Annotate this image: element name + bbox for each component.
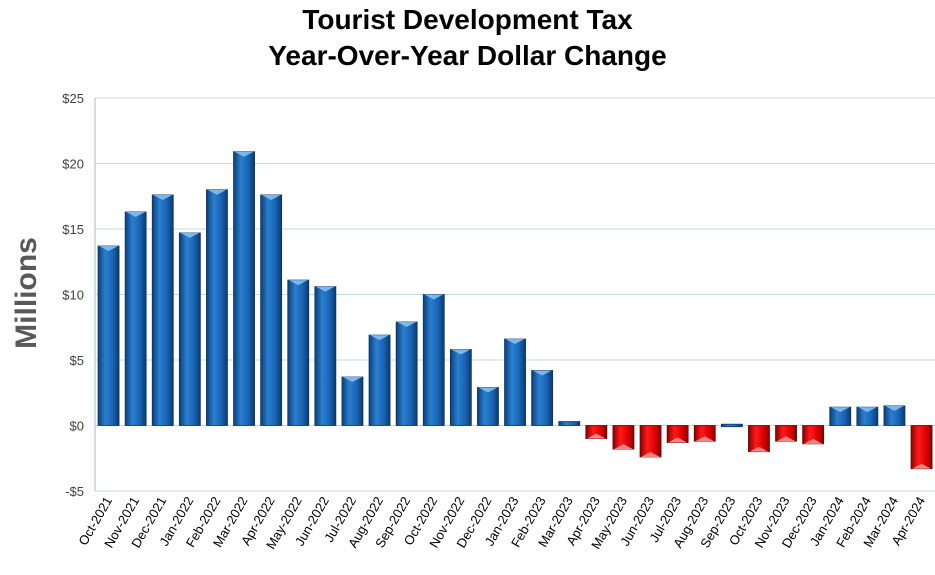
bar-oct-2023 xyxy=(748,425,770,453)
bar-oct-2021 xyxy=(97,245,120,426)
bar-rect xyxy=(151,194,174,426)
bar-aug-2023 xyxy=(693,425,716,442)
chart-title: Tourist Development Tax Year-Over-Year D… xyxy=(0,2,935,74)
bar-may-2022 xyxy=(287,279,310,426)
bar-cap xyxy=(830,407,850,413)
bar-cap xyxy=(478,387,498,393)
bar-feb-2023 xyxy=(531,370,554,426)
bar-rect xyxy=(124,211,147,426)
y-tick-label: $20 xyxy=(62,157,84,172)
bar-jun-2023 xyxy=(639,425,662,458)
bar-cap xyxy=(180,232,200,238)
bar-jul-2023 xyxy=(666,425,689,443)
bar-cap xyxy=(884,405,904,411)
bar-rect xyxy=(178,232,201,426)
bar-cap xyxy=(776,436,796,442)
bar-jan-2023 xyxy=(504,338,526,426)
y-tick-label: $0 xyxy=(70,419,84,434)
bar-cap xyxy=(424,294,444,300)
bar-cap xyxy=(613,444,633,450)
y-axis-label: Millions xyxy=(10,237,43,349)
bar-cap xyxy=(288,280,308,286)
y-tick-labels: $25 $20 $15 $10 $5 $0 -$5 xyxy=(62,91,84,499)
bars-layer xyxy=(97,151,933,470)
bar-rect xyxy=(504,338,526,426)
bar-cap xyxy=(857,407,877,413)
bar-cap xyxy=(668,437,688,443)
bar-cap xyxy=(397,322,417,328)
bar-sep-2022 xyxy=(395,321,418,426)
bar-mar-2023 xyxy=(558,421,581,426)
bar-cap xyxy=(695,436,715,442)
bar-cap xyxy=(342,377,362,383)
bar-rect xyxy=(341,376,364,426)
bar-cap xyxy=(505,339,525,345)
bar-mar-2024 xyxy=(883,405,906,426)
bar-feb-2022 xyxy=(206,189,228,426)
bar-cap xyxy=(153,194,173,200)
bar-nov-2021 xyxy=(124,211,147,426)
bar-nov-2023 xyxy=(775,425,797,442)
y-tick-label: $10 xyxy=(62,288,84,303)
bar-cap xyxy=(99,246,119,252)
chart-title-line-1: Tourist Development Tax xyxy=(302,4,633,35)
bar-rect xyxy=(97,245,120,426)
bar-rect xyxy=(558,421,581,426)
bar-rect xyxy=(422,294,445,426)
bar-mar-2022 xyxy=(233,151,255,426)
bar-jul-2022 xyxy=(341,376,364,426)
bar-cap xyxy=(586,433,606,439)
x-tick-labels: Oct-2021Nov-2021Dec-2021Jan-2022Feb-2022… xyxy=(75,494,928,552)
bar-cap xyxy=(370,335,390,341)
bar-rect xyxy=(449,349,472,426)
bar-rect xyxy=(477,387,499,426)
bar-rect xyxy=(233,151,255,426)
bar-oct-2022 xyxy=(422,294,445,426)
bar-cap xyxy=(234,151,254,157)
bar-jan-2022 xyxy=(178,232,201,426)
bar-jan-2024 xyxy=(829,406,852,426)
bar-cap xyxy=(315,286,335,292)
y-tick-label: $25 xyxy=(62,91,84,106)
bar-rect xyxy=(206,189,228,426)
bar-aug-2022 xyxy=(368,334,391,426)
bar-cap xyxy=(532,370,552,376)
bar-may-2023 xyxy=(612,425,635,450)
y-tick-label: $5 xyxy=(70,353,84,368)
bar-dec-2022 xyxy=(477,387,499,426)
bar-jun-2022 xyxy=(314,286,337,426)
chart-title-line-2: Year-Over-Year Dollar Change xyxy=(268,40,667,71)
bar-nov-2022 xyxy=(449,349,472,426)
bar-rect xyxy=(287,279,310,426)
bar-cap xyxy=(451,349,471,355)
bar-cap xyxy=(641,451,661,457)
bar-rect xyxy=(531,370,554,426)
bar-rect xyxy=(720,423,743,428)
bar-rect xyxy=(910,425,933,470)
bar-feb-2024 xyxy=(856,406,879,426)
bar-cap xyxy=(749,446,769,452)
bar-rect xyxy=(368,334,391,426)
bar-sep-2023 xyxy=(720,423,743,428)
bar-apr-2024 xyxy=(910,425,933,470)
bar-cap xyxy=(261,194,281,200)
bar-apr-2022 xyxy=(260,194,283,426)
bar-rect xyxy=(314,286,337,426)
bar-cap xyxy=(912,463,932,469)
bar-rect xyxy=(395,321,418,426)
bar-cap xyxy=(207,189,227,195)
bar-cap xyxy=(803,438,823,444)
bar-rect xyxy=(260,194,283,426)
bar-dec-2023 xyxy=(802,425,825,445)
y-tick-label: -$5 xyxy=(65,484,84,499)
y-tick-label: $15 xyxy=(62,222,84,237)
bar-apr-2023 xyxy=(585,425,608,440)
bar-dec-2021 xyxy=(151,194,174,426)
bar-cap xyxy=(126,211,146,217)
